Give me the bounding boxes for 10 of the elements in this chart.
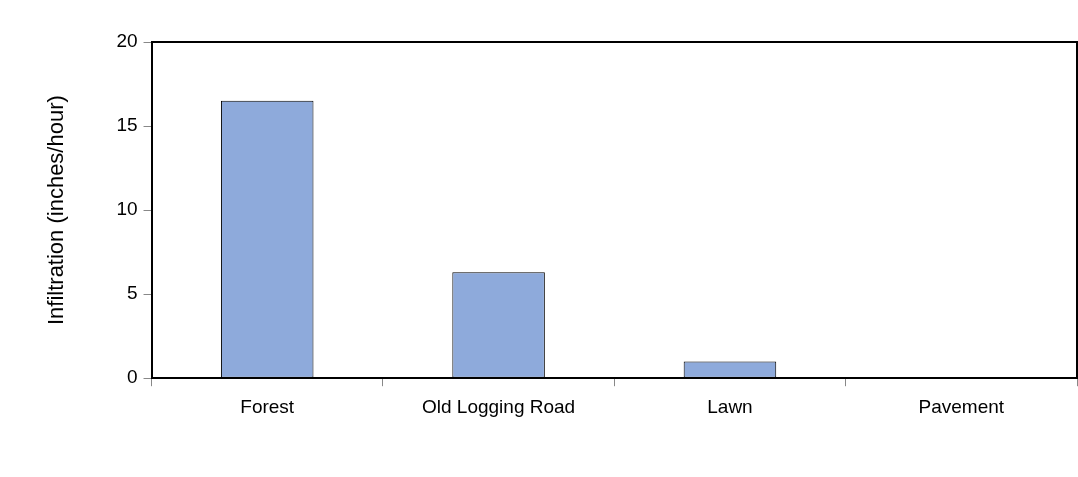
x-tick-label: Pavement: [918, 395, 1005, 417]
y-tick-label: 15: [116, 114, 138, 136]
y-tick-label: 20: [116, 30, 138, 52]
x-tick-label: Forest: [240, 395, 295, 417]
x-tick-label: Lawn: [707, 395, 753, 417]
y-axis-title: Infiltration (inches/hour): [43, 95, 69, 326]
y-tick-label: 5: [126, 282, 138, 304]
y-tick-label: 0: [126, 366, 138, 388]
x-tick-label: Old Logging Road: [422, 395, 576, 417]
y-tick-label: 10: [116, 198, 138, 220]
